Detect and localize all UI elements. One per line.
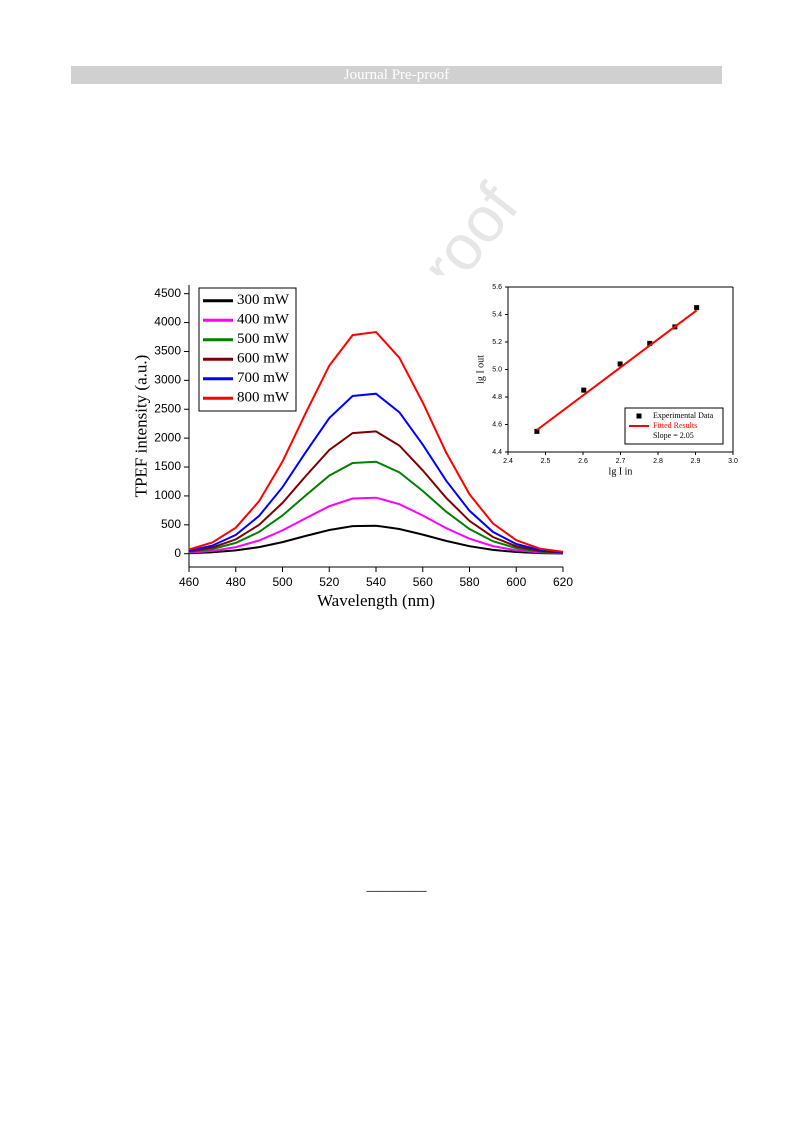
- series-line: [188, 392, 564, 554]
- separator: ————: [366, 883, 427, 899]
- y-tick-label: 4.6: [492, 421, 502, 428]
- x-tick-label: 2.7: [616, 458, 626, 465]
- series-line: [188, 524, 564, 555]
- x-tick-label: 2.9: [691, 458, 701, 465]
- series-line: [536, 309, 698, 431]
- series-line: [188, 330, 564, 553]
- legend-label: 800 mW: [237, 390, 290, 406]
- y-tick-label: 5.4: [492, 311, 502, 318]
- legend-label: 700 mW: [237, 370, 290, 386]
- y-tick-label: 5.6: [492, 284, 502, 291]
- series-line: [188, 496, 564, 555]
- legend-label: 600 mW: [237, 351, 290, 367]
- header: Journal Pre-proof: [71, 66, 722, 84]
- legend-label: 400 mW: [237, 312, 290, 328]
- x-tick-label: 2.5: [541, 458, 551, 465]
- y-tick-label: 3500: [154, 344, 181, 358]
- x-tick-label: 560: [413, 575, 433, 589]
- x-tick-label: 500: [272, 575, 292, 589]
- y-tick-label: 4000: [154, 315, 181, 329]
- data-point: [694, 305, 700, 311]
- x-tick-label: 520: [319, 575, 339, 589]
- x-tick-label: 480: [226, 575, 246, 589]
- x-tick-label: 580: [459, 575, 479, 589]
- x-tick-label: 600: [506, 575, 526, 589]
- x-tick-label: 460: [179, 575, 199, 589]
- y-tick-label: 2500: [154, 401, 181, 415]
- data-point: [581, 387, 587, 393]
- series-line: [188, 460, 564, 554]
- data-point: [617, 361, 623, 367]
- legend-swatch: [636, 413, 642, 419]
- x-tick-label: 540: [366, 575, 386, 589]
- x-tick-label: 620: [553, 575, 573, 589]
- y-tick-label: 5.2: [492, 339, 502, 346]
- legend-label: Fitted Results: [653, 421, 697, 430]
- x-tick-label: 2.6: [578, 458, 588, 465]
- x-axis-label: lg I in: [609, 467, 633, 478]
- legend-box: [198, 287, 297, 412]
- y-axis-label: lg I out: [475, 355, 486, 384]
- legend-label: Experimental Data: [653, 411, 714, 420]
- data-point: [534, 428, 540, 434]
- y-tick-label: 1000: [154, 488, 181, 502]
- legend-label: 300 mW: [237, 292, 290, 308]
- y-tick-label: 2000: [154, 430, 181, 444]
- x-tick-label: 2.4: [503, 458, 513, 465]
- y-axis-label: TPEF intensity (a.u.): [132, 355, 151, 498]
- y-tick-label: 5.0: [492, 366, 502, 373]
- y-tick-label: 500: [161, 517, 181, 531]
- x-axis-label: Wavelength (nm): [317, 591, 435, 610]
- x-tick-label: 2.8: [653, 458, 663, 465]
- y-tick-label: 0: [174, 546, 181, 560]
- annotation: Slope = 2.05: [653, 431, 694, 440]
- series-line: [188, 430, 564, 554]
- y-tick-label: 4500: [154, 286, 181, 300]
- y-tick-label: 1500: [154, 459, 181, 473]
- x-tick-label: 3.0: [728, 458, 738, 465]
- y-tick-label: 4.4: [492, 449, 502, 456]
- y-tick-label: 3000: [154, 373, 181, 387]
- legend-label: 500 mW: [237, 331, 290, 347]
- y-tick-label: 4.8: [492, 394, 502, 401]
- data-point: [647, 340, 653, 346]
